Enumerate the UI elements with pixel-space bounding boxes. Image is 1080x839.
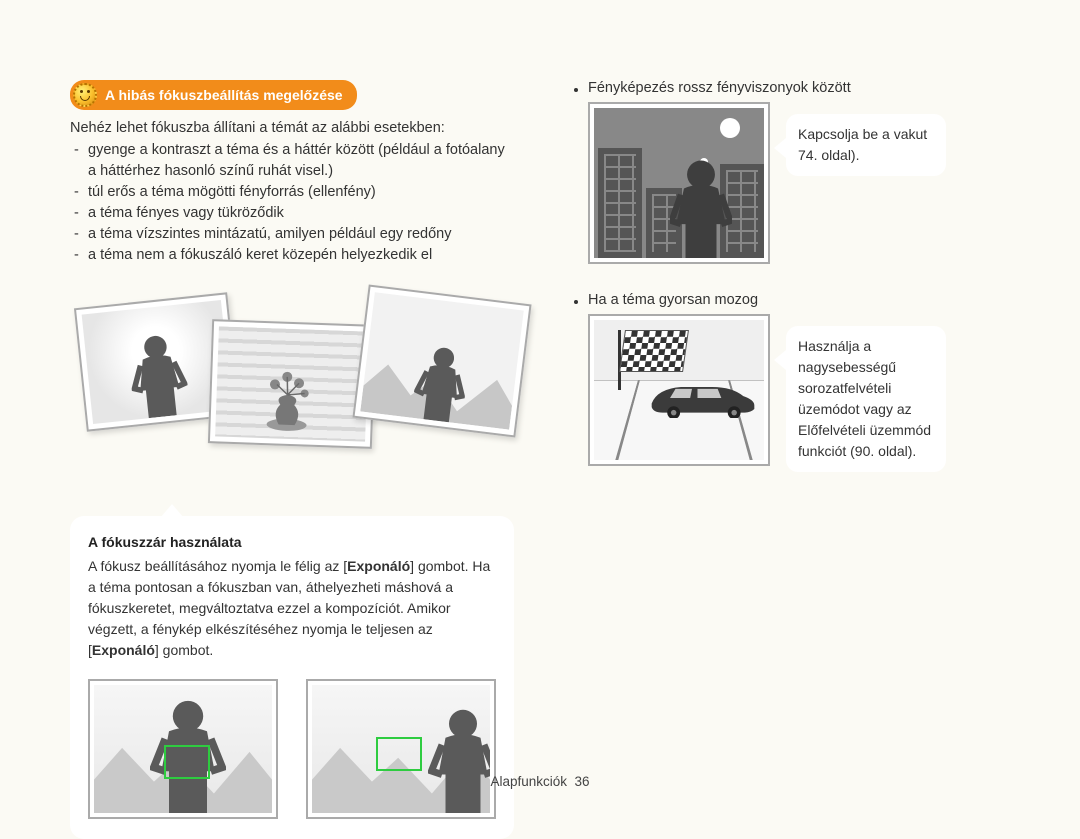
card-body: A fókusz beállításához nyomja le félig a… (88, 556, 496, 661)
section-banner: A hibás fókuszbeállítás megelőzése (70, 80, 357, 110)
difficulty-list: gyenge a kontraszt a téma és a háttér kö… (70, 140, 514, 266)
focus-lock-card: A fókuszzár használata A fókusz beállítá… (70, 516, 514, 839)
section-title: A hibás fókuszbeállítás megelőzése (105, 87, 343, 103)
smiley-badge-icon (73, 83, 97, 107)
intro-text: Nehéz lehet fókuszba állítani a témát az… (70, 120, 514, 136)
page-footer: Alapfunkciók 36 (0, 774, 1080, 789)
example-photo-collage (80, 294, 514, 494)
list-item: túl erős a téma mögötti fényforrás (elle… (88, 182, 514, 203)
tip-item-low-light: Fényképezés rossz fényviszonyok között (574, 80, 1010, 264)
tip-label: Ha a téma gyorsan mozog (588, 292, 758, 308)
focus-rect-icon (376, 737, 422, 771)
list-item: a téma vízszintes mintázatú, amilyen pél… (88, 224, 514, 245)
card-title: A fókuszzár használata (88, 534, 496, 550)
moon-icon (720, 118, 740, 138)
focus-example-center (88, 679, 278, 819)
tip-item-fast-subject: Ha a téma gyorsan mozog (574, 292, 1010, 472)
car-icon (648, 376, 758, 418)
fast-motion-illustration (588, 314, 770, 466)
list-item: gyenge a kontraszt a téma és a háttér kö… (88, 140, 514, 182)
focus-example-offset (306, 679, 496, 819)
list-item: a téma nem a fókuszáló keret közepén hel… (88, 245, 514, 266)
tip-bubble: Használja a nagysebességű sorozatfelvéte… (786, 326, 946, 472)
list-item: a téma fényes vagy tükröződik (88, 203, 514, 224)
low-light-illustration (588, 102, 770, 264)
tip-label: Fényképezés rossz fényviszonyok között (588, 80, 851, 96)
checkered-flag-icon (619, 330, 689, 372)
tip-bubble: Kapcsolja be a vakut 74. oldal). (786, 114, 946, 176)
